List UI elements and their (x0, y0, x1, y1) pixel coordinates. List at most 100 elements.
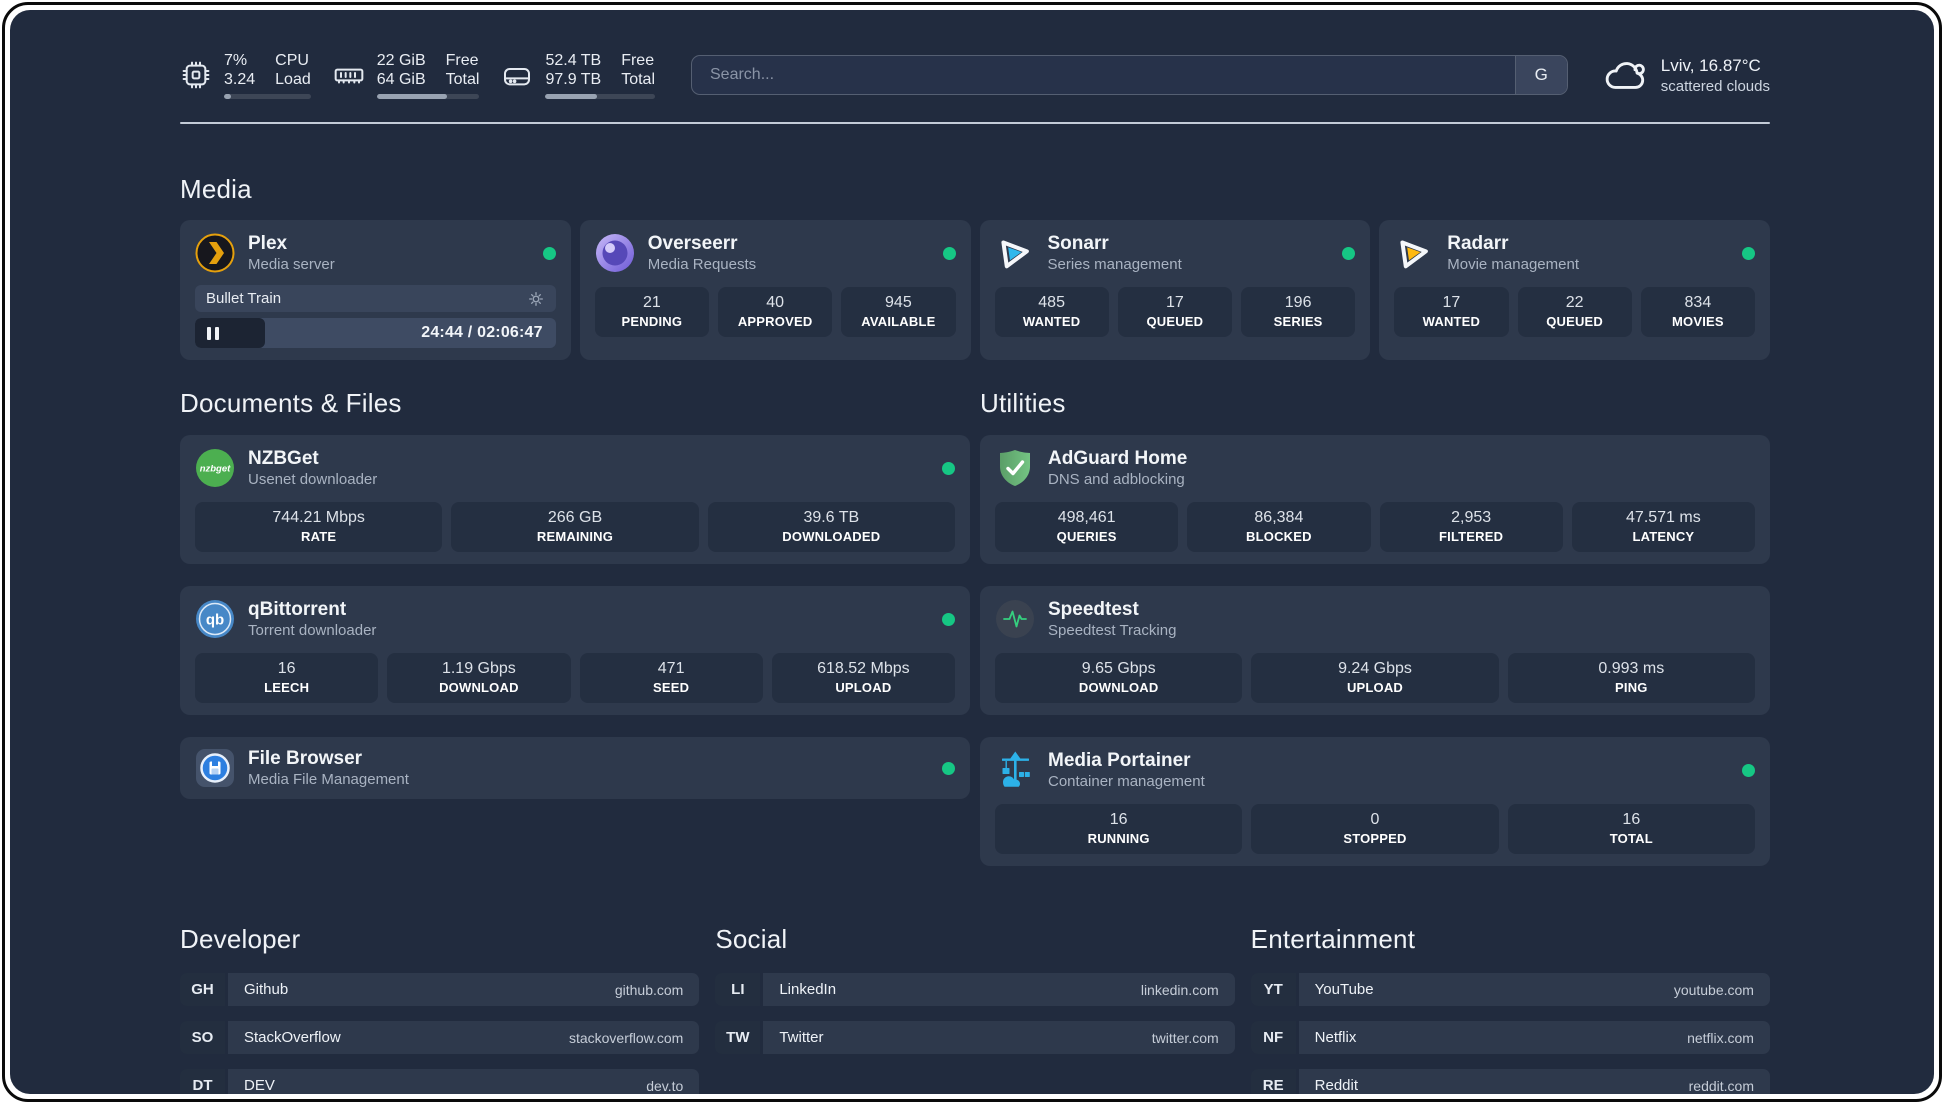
adguard-icon[interactable] (995, 448, 1035, 488)
stat-value: 21 (642, 294, 661, 311)
app-name[interactable]: AdGuard Home (1048, 448, 1188, 469)
status-dot-online (1742, 246, 1755, 260)
overseerr-card[interactable]: Overseerr Media Requests 21 PENDING 40 A… (579, 220, 971, 360)
disk-free-label: Free (621, 52, 655, 69)
search-engine-button[interactable]: G (1514, 56, 1567, 94)
link-row-github[interactable]: GH Github github.com (180, 973, 700, 1006)
stat-value: 618.52 Mbps (817, 660, 910, 677)
app-name[interactable]: Radarr (1447, 233, 1509, 254)
cloud-icon (1605, 62, 1645, 89)
status-dot-online (942, 612, 955, 626)
link-url: stackoverflow.com (568, 1029, 684, 1046)
stat-tile: 16 TOTAL (1507, 804, 1755, 854)
app-name[interactable]: Overseerr (647, 233, 738, 254)
status-dot-online (542, 246, 556, 260)
gear-icon[interactable] (527, 290, 545, 308)
app-name[interactable]: NZBGet (248, 448, 319, 469)
link-name[interactable]: LinkedIn (779, 981, 837, 998)
link-name[interactable]: StackOverflow (244, 1029, 341, 1046)
ram-total-label: Total (445, 71, 480, 88)
link-name[interactable]: Twitter (779, 1029, 824, 1046)
weather-location: Lviv, 16.87°C (1660, 55, 1761, 75)
radarr-icon[interactable] (1394, 233, 1434, 273)
filebrowser-icon[interactable] (195, 748, 235, 788)
stat-tile: 471 SEED (579, 653, 763, 703)
plex-card[interactable]: Plex Media server Bullet Train (180, 220, 571, 360)
stat-value: 498,461 (1057, 509, 1116, 526)
link-url: netflix.com (1687, 1029, 1754, 1046)
app-description: Usenet downloader (248, 471, 378, 488)
stat-value: 945 (885, 294, 912, 311)
stat-value: 196 (1284, 294, 1312, 311)
stat-tile: 16 LEECH (195, 653, 379, 703)
app-name[interactable]: Speedtest (1048, 599, 1139, 620)
sonarr-icon[interactable] (995, 233, 1035, 273)
speedtest-card[interactable]: Speedtest Speedtest Tracking 9.65 Gbps D… (980, 586, 1770, 715)
app-name[interactable]: Plex (248, 233, 288, 254)
stat-value: 266 GB (547, 509, 603, 526)
stat-label: WANTED (1022, 314, 1081, 329)
plex-icon[interactable] (195, 233, 235, 273)
status-dot-online (942, 761, 955, 775)
link-name[interactable]: DEV (244, 1077, 275, 1094)
link-row-twitter[interactable]: TW Twitter twitter.com (715, 1021, 1235, 1054)
app-name[interactable]: File Browser (248, 748, 363, 769)
portainer-card[interactable]: Media Portainer Container management 16 … (980, 737, 1770, 866)
stat-tile: 618.52 Mbps UPLOAD (771, 653, 955, 703)
stat-tile: 1.19 Gbps DOWNLOAD (387, 653, 571, 703)
link-abbr: NF (1250, 1021, 1296, 1054)
stat-label: PENDING (621, 314, 683, 329)
radarr-card[interactable]: Radarr Movie management 17 WANTED 22 QUE… (1379, 220, 1770, 360)
link-row-netflix[interactable]: NF Netflix netflix.com (1250, 1021, 1770, 1054)
app-description: Series management (1047, 256, 1182, 273)
playback-progress-bar[interactable]: 24:44 / 02:06:47 (195, 318, 556, 348)
stat-label: QUEUED (1546, 314, 1604, 329)
now-playing-row: Bullet Train (195, 285, 556, 312)
qbittorrent-card[interactable]: qb qBittorrent Torrent downloader (180, 586, 970, 715)
link-abbr: GH (180, 973, 225, 1006)
qbittorrent-icon[interactable]: qb (195, 599, 235, 639)
filebrowser-card[interactable]: File Browser Media File Management (180, 737, 970, 799)
stat-label: QUERIES (1056, 529, 1117, 544)
overseerr-icon[interactable] (595, 233, 635, 273)
portainer-icon[interactable] (995, 750, 1035, 790)
link-row-youtube[interactable]: YT YouTube youtube.com (1250, 973, 1770, 1006)
cpu-load-label: Load (275, 71, 311, 88)
stat-tile: 485 WANTED (994, 287, 1109, 337)
link-row-dev[interactable]: DT DEV dev.to (180, 1069, 700, 1094)
stat-value: 0.993 ms (1598, 660, 1665, 677)
link-name[interactable]: Netflix (1314, 1029, 1357, 1046)
link-name[interactable]: Reddit (1314, 1077, 1359, 1094)
cpu-stat-group: 7% 3.24 CPU Load (180, 51, 311, 99)
stat-tile: 47.571 ms LATENCY (1571, 502, 1755, 552)
app-name[interactable]: qBittorrent (248, 599, 347, 620)
speedtest-icon[interactable] (995, 599, 1035, 639)
status-dot-online (1742, 763, 1755, 777)
app-name[interactable]: Media Portainer (1048, 750, 1191, 771)
dashboard: 7% 3.24 CPU Load (10, 10, 1934, 1094)
app-name[interactable]: Sonarr (1047, 233, 1109, 254)
link-name[interactable]: Github (244, 981, 289, 998)
stat-label: BLOCKED (1246, 529, 1312, 544)
nzbget-card[interactable]: nzbget NZBGet Usenet downloader 74 (180, 435, 970, 564)
app-description: Movie management (1447, 256, 1579, 273)
stat-label: SERIES (1273, 314, 1323, 329)
link-row-reddit[interactable]: RE Reddit reddit.com (1250, 1069, 1770, 1094)
adguard-card[interactable]: AdGuard Home DNS and adblocking 498,461 … (980, 435, 1770, 564)
stat-label: APPROVED (737, 314, 813, 329)
link-abbr: LI (715, 973, 761, 1006)
sonarr-card[interactable]: Sonarr Series management 485 WANTED 17 Q… (979, 220, 1371, 360)
nzbget-icon[interactable]: nzbget (195, 448, 235, 488)
pause-icon[interactable] (207, 326, 211, 340)
app-description: Container management (1048, 773, 1205, 790)
stat-label: REMAINING (536, 529, 614, 544)
search-input[interactable] (691, 55, 1568, 95)
link-row-stackoverflow[interactable]: SO StackOverflow stackoverflow.com (180, 1021, 700, 1054)
stat-tile: 39.6 TB DOWNLOADED (707, 502, 955, 552)
link-abbr: RE (1250, 1069, 1296, 1094)
link-abbr: DT (180, 1069, 225, 1094)
link-name[interactable]: YouTube (1314, 981, 1374, 998)
link-row-linkedin[interactable]: LI LinkedIn linkedin.com (715, 973, 1235, 1006)
app-description: Media File Management (248, 771, 409, 788)
stat-tile: 0.993 ms PING (1507, 653, 1755, 703)
